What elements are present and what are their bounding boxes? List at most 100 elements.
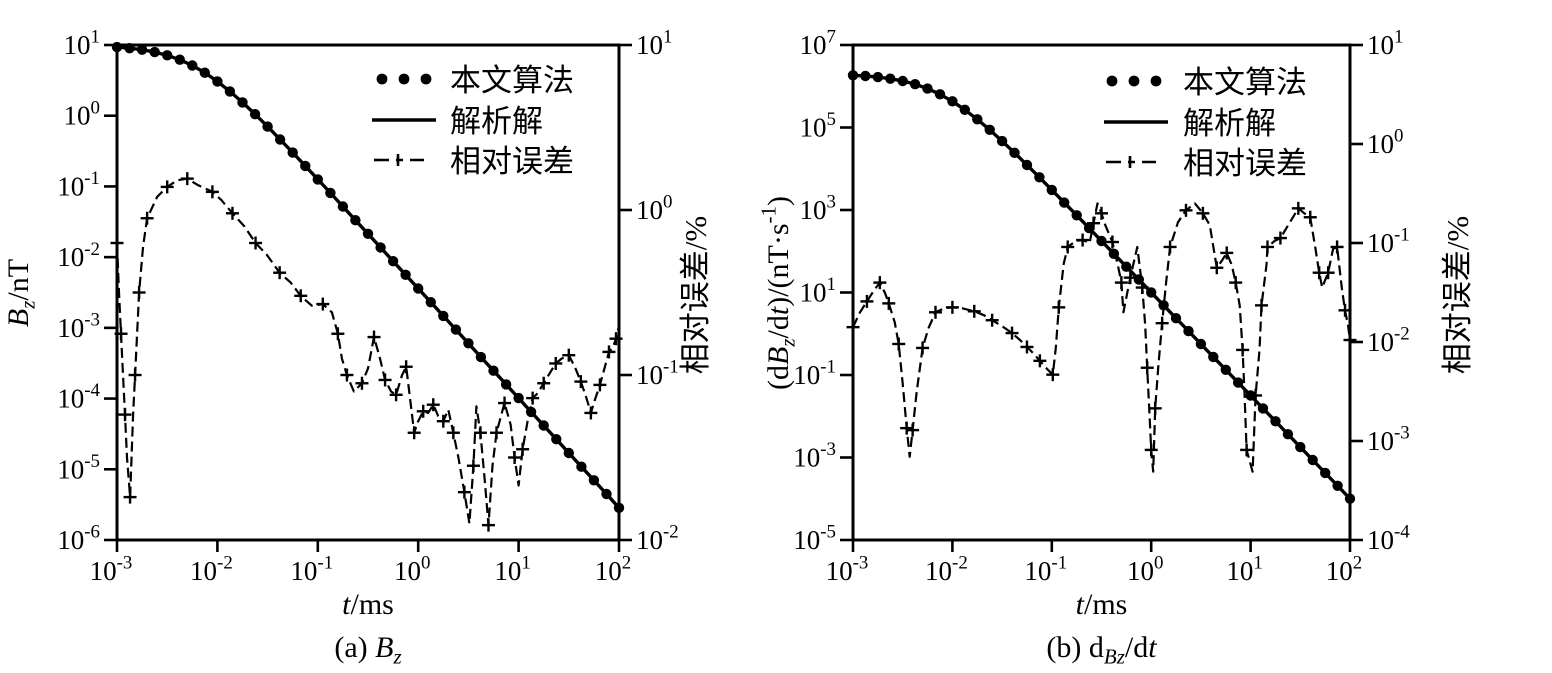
panel-a-right-axis-label: 相对误差/% — [678, 216, 713, 374]
data-point-dot — [872, 71, 884, 83]
series-analytic-line-a — [116, 45, 621, 509]
y-left-tick-label: 10-5 — [793, 522, 836, 555]
data-point-dot — [463, 338, 474, 349]
data-point-dot — [287, 147, 298, 158]
y-right-tick-label: 10-2 — [636, 522, 679, 555]
data-point-dot — [576, 461, 587, 472]
legend-panel-a: 本文算法 解析解 相对误差 — [372, 63, 574, 179]
y-left-tick-label: 10-3 — [57, 310, 100, 343]
data-point-dot — [400, 269, 411, 280]
legend-swatch-dash-plus — [374, 154, 424, 166]
data-point-dot — [124, 43, 135, 54]
data-point-dot — [1034, 172, 1045, 183]
legend-label-analytic: 解析解 — [1183, 106, 1276, 141]
y-left-tick-label: 10-6 — [57, 522, 100, 555]
data-point-dot — [312, 174, 323, 185]
panel-caption-a: (a) Bz — [334, 631, 401, 669]
data-point-dot — [1183, 325, 1194, 337]
y-left-tick-label: 10-5 — [57, 451, 100, 484]
data-point-dot — [500, 379, 512, 390]
y-right-tick-label: 10-1 — [1367, 225, 1410, 258]
data-point-dot — [1108, 248, 1120, 259]
data-point-dot — [212, 76, 223, 87]
legend-label-relative-error: 相对误差 — [1183, 146, 1307, 181]
legend-label-algorithm: 本文算法 — [450, 63, 574, 98]
data-point-dot — [1344, 493, 1356, 504]
y-right-tick-label: 10-2 — [1367, 324, 1410, 357]
data-point-dot — [438, 310, 449, 322]
data-point-dot — [588, 475, 600, 486]
x-tick-label: 102 — [595, 553, 631, 586]
legend-panel-b: 本文算法 解析解 相对误差 — [1104, 65, 1307, 181]
y-right-tick-label: 10-3 — [1367, 423, 1410, 456]
data-point-dot — [111, 41, 123, 53]
x-tick-label: 10-1 — [1024, 553, 1067, 586]
y-left-tick-label: 101 — [800, 274, 836, 307]
data-point-dot — [300, 160, 311, 172]
y-left-tick-label: 10-2 — [57, 239, 100, 272]
data-point-dot — [909, 79, 921, 90]
y-axis-left-a: 101 100 10-1 10-2 10-3 10-4 10-5 10-6 — [57, 27, 117, 555]
data-point-dot — [885, 73, 896, 84]
data-point-dot — [601, 488, 612, 500]
legend-swatch-dots — [376, 73, 432, 85]
y-left-tick-label: 10-3 — [793, 439, 836, 472]
x-axis-b: 10-3 10-2 10-1 100 101 102 — [826, 540, 1362, 586]
x-axis-label-b: t/ms — [1076, 588, 1128, 621]
x-tick-label: 102 — [1326, 553, 1362, 586]
y-right-tick-label: 10-4 — [1367, 522, 1410, 555]
data-point-dot — [274, 134, 286, 145]
data-point-dot — [860, 70, 871, 82]
series-relative-error-markers-b — [846, 201, 1357, 457]
data-point-dot — [187, 60, 198, 71]
x-axis-label-a: t/ms — [342, 588, 394, 621]
y-right-tick-label: 10-1 — [636, 357, 679, 390]
legend-label-analytic: 解析解 — [450, 104, 543, 139]
data-point-dot — [1320, 467, 1331, 479]
data-point-dot — [1208, 351, 1219, 363]
data-point-dot — [475, 351, 487, 363]
data-point-dot — [1170, 313, 1182, 324]
data-point-dot — [959, 104, 970, 116]
series-relative-error-markers-a — [110, 172, 623, 532]
y-axis-left-label-a: Bz/nT — [2, 259, 40, 327]
y-right-tick-label: 100 — [636, 192, 672, 225]
data-point-dot — [1121, 261, 1132, 272]
y-left-tick-label: 101 — [64, 27, 100, 60]
y-axis-right-b: 101 100 10-1 10-2 10-3 10-4 — [1350, 27, 1410, 555]
y-right-tick-label: 101 — [636, 27, 672, 60]
data-point-dot — [199, 67, 210, 78]
y-left-tick-label: 107 — [800, 27, 836, 60]
data-point-dot — [337, 201, 349, 212]
y-left-tick-label: 10-1 — [793, 357, 836, 390]
data-point-dot — [897, 75, 908, 87]
data-point-dot — [1021, 159, 1033, 171]
data-point-dot — [375, 242, 386, 253]
data-point-dot — [1220, 364, 1232, 375]
data-point-dot — [1270, 416, 1281, 427]
y-left-tick-label: 10-1 — [57, 168, 100, 201]
data-point-dot — [922, 83, 933, 94]
data-point-dot — [538, 420, 549, 431]
data-point-dot — [362, 228, 374, 239]
y-left-tick-label: 105 — [800, 109, 836, 142]
data-point-dot — [996, 135, 1008, 147]
y-left-tick-label: 100 — [64, 97, 100, 130]
data-point-dot — [984, 124, 995, 135]
legend-swatch-dash-plus — [1106, 156, 1156, 168]
data-point-dot — [425, 297, 436, 308]
data-point-dot — [450, 324, 462, 335]
x-axis-a: 10-3 10-2 10-1 100 101 102 — [90, 540, 631, 586]
x-tick-label: 10-2 — [925, 553, 968, 586]
x-tick-label: 10-2 — [190, 553, 233, 586]
panel-a: 10-3 10-2 10-1 100 101 10210110010-110-210-31… — [2, 27, 679, 669]
y-axis-left-b: 107 105 103 101 10-1 10-3 10-5 — [793, 27, 853, 555]
panel-caption-b: (b) dBz/dt — [1046, 631, 1157, 669]
data-point-dot — [1233, 377, 1244, 388]
data-point-dot — [1046, 184, 1058, 196]
y-axis-right-a: 101 100 10-1 10-2 — [619, 27, 679, 555]
x-tick-label: 10-1 — [290, 553, 333, 586]
data-point-dot — [934, 89, 946, 100]
data-point-dot — [413, 283, 424, 294]
